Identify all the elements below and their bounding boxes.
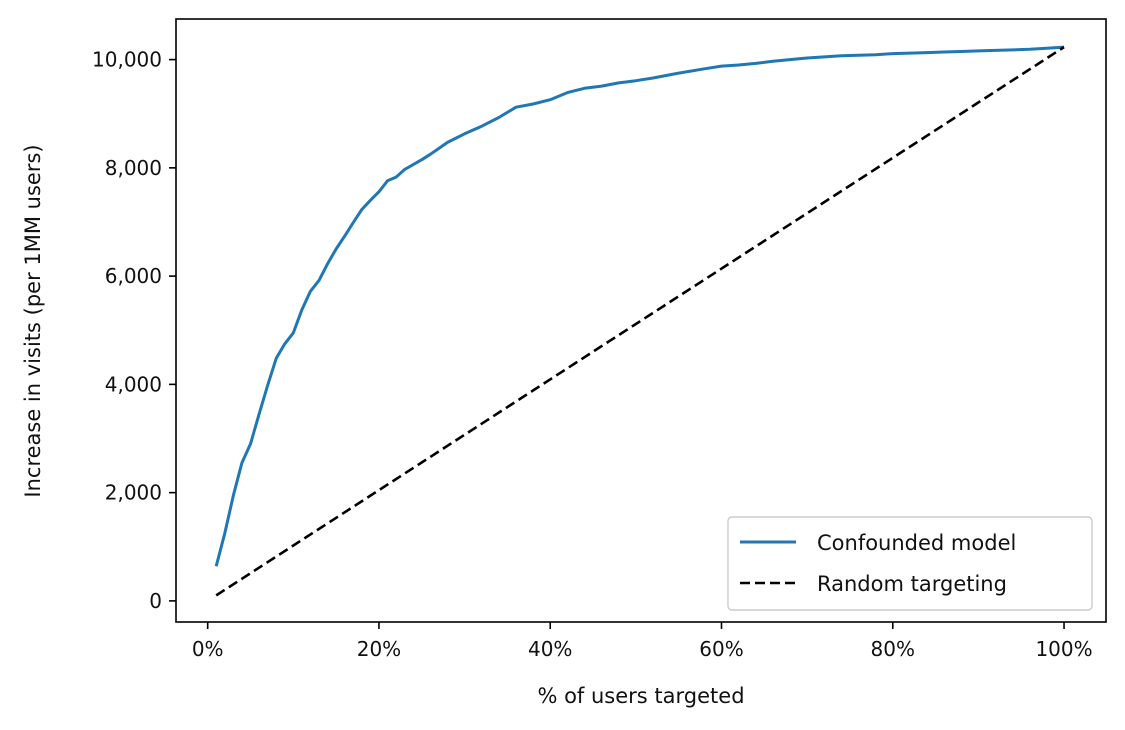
axes-frame	[175, 18, 1107, 623]
y-tick-label: 6,000	[105, 264, 162, 288]
y-axis-label: Increase in visits (per 1MM users)	[21, 144, 45, 497]
x-tick-label: 100%	[1035, 637, 1092, 661]
x-axis: 0% 20% 40% 60% 80% 100%	[192, 622, 1093, 661]
series-line-random-targeting	[215, 46, 1065, 597]
x-axis-label: % of users targeted	[537, 684, 744, 708]
y-tick-label: 8,000	[105, 156, 162, 180]
y-tick-label: 10,000	[92, 48, 162, 72]
y-tick-label: 4,000	[105, 372, 162, 396]
legend-label-random-targeting: Random targeting	[817, 572, 1007, 596]
series-line-confounded-model	[214, 45, 1065, 567]
y-tick-label: 0	[149, 589, 162, 613]
x-tick-label: 60%	[699, 637, 743, 661]
x-tick-label: 80%	[871, 637, 915, 661]
y-tick-label: 2,000	[105, 481, 162, 505]
x-tick-label: 20%	[357, 637, 401, 661]
plot-area	[214, 45, 1065, 597]
y-axis: 0 2,000 4,000 6,000 8,000 10,000	[92, 48, 176, 613]
x-tick-label: 0%	[192, 637, 224, 661]
legend-box	[727, 516, 1093, 611]
legend-label-confounded-model: Confounded model	[817, 531, 1016, 555]
x-tick-label: 40%	[528, 637, 572, 661]
legend: Confounded model Random targeting	[727, 516, 1093, 611]
